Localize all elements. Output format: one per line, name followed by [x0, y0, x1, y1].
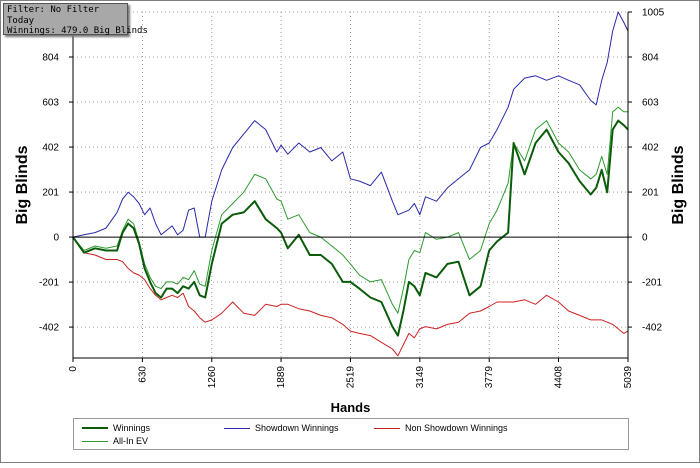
y-tick-label-right: 1005 [642, 8, 665, 19]
y-tick-label-right: 603 [642, 98, 659, 109]
y-tick-label-left: 804 [42, 53, 59, 64]
y-axis-title-left: Big Blinds [14, 145, 31, 224]
series-line-non-showdown-winnings [72, 236, 629, 357]
legend-label-non-showdown: Non Showdown Winnings [405, 423, 508, 433]
filter-line: Filter: No Filter [7, 5, 100, 15]
series-line-showdown-winnings [72, 11, 629, 238]
y-tick-label-left: -201 [39, 278, 59, 289]
y-tick-label-right: -402 [642, 323, 662, 334]
y-tick-label-right: 804 [642, 53, 659, 64]
x-tick-label: 5039 [623, 366, 634, 389]
x-tick-label: 1889 [276, 366, 287, 389]
legend-item-all-in-ev: All-In EV [82, 435, 148, 447]
legend: Winnings All-In EV Showdown Winnings Non… [73, 418, 629, 450]
filter-info-box: Filter: No Filter Today Winnings: 479.0 … [3, 3, 148, 36]
x-tick-label: 3779 [484, 366, 495, 389]
legend-swatch-showdown [224, 427, 250, 429]
legend-swatch-all-in-ev [82, 440, 108, 442]
x-tick-label: 630 [137, 366, 148, 383]
legend-item-showdown: Showdown Winnings [224, 422, 339, 434]
legend-label-all-in-ev: All-In EV [113, 436, 149, 446]
x-tick-label: 1260 [207, 366, 218, 389]
x-tick-label: 2519 [345, 366, 356, 389]
legend-label-showdown: Showdown Winnings [255, 423, 339, 433]
y-tick-label-left: 402 [42, 143, 59, 154]
y-axis-title-right: Big Blinds [670, 145, 687, 224]
legend-item-winnings: Winnings [82, 422, 150, 434]
y-tick-label-left: 0 [53, 233, 59, 244]
x-axis-title: Hands [331, 400, 371, 415]
y-tick-label-left: -402 [39, 323, 59, 334]
series-lines [72, 11, 629, 357]
series-line-all-in-ev [72, 106, 628, 314]
legend-swatch-winnings [82, 427, 108, 429]
legend-item-non-showdown: Non Showdown Winnings [374, 422, 508, 434]
x-tick-label: 3149 [415, 366, 426, 389]
legend-swatch-non-showdown [374, 427, 400, 429]
x-tick-label: 0 [68, 366, 79, 372]
filter-date-line: Today [7, 15, 35, 26]
y-tick-label-right: -201 [642, 278, 662, 289]
filter-winnings-line: Winnings: 479.0 Big Blinds [7, 26, 148, 36]
axes [69, 11, 632, 362]
y-tick-label-left: 201 [42, 188, 59, 199]
y-tick-label-right: 0 [642, 233, 648, 244]
y-tick-label-right: 201 [642, 188, 659, 199]
y-tick-label-right: 402 [642, 143, 659, 154]
legend-label-winnings: Winnings [113, 423, 151, 433]
series-line-winnings [72, 119, 629, 337]
grid [73, 11, 628, 358]
y-tick-label-left: 603 [42, 98, 59, 109]
x-tick-label: 4408 [554, 366, 565, 389]
